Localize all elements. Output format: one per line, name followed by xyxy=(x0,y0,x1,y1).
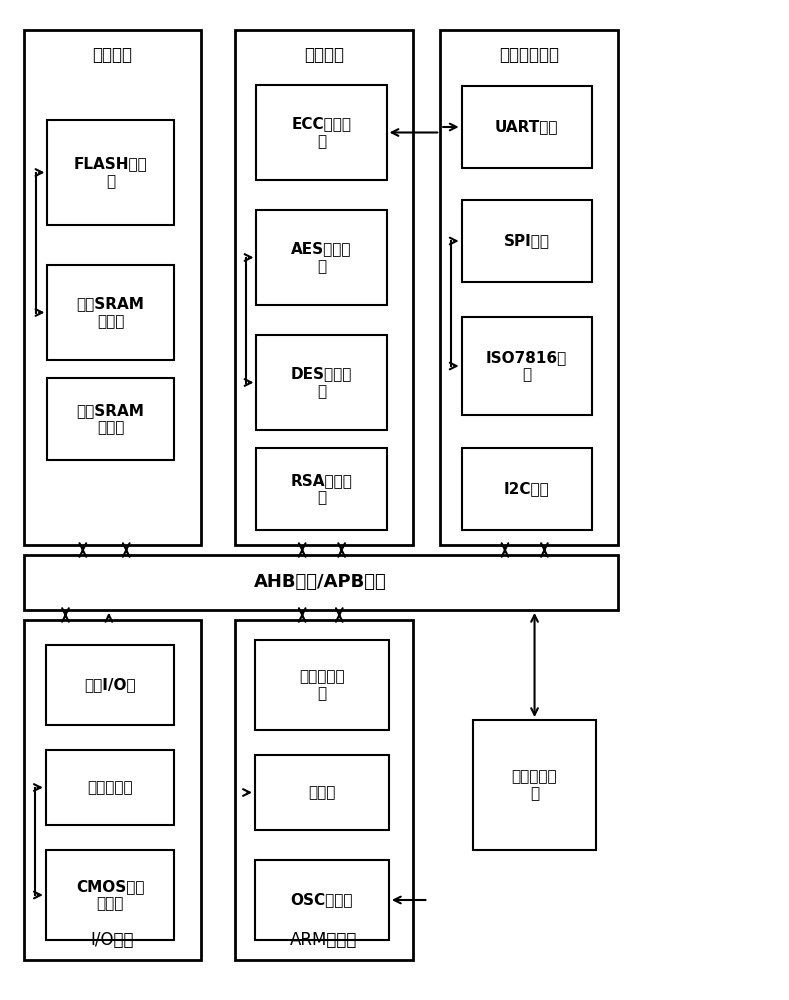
Bar xyxy=(255,640,389,730)
Bar xyxy=(473,720,596,850)
Text: 第一SRAM
存储器: 第一SRAM 存储器 xyxy=(77,296,144,329)
Bar xyxy=(462,448,592,530)
Text: RSA加密电
路: RSA加密电 路 xyxy=(290,473,353,505)
Text: ECC加密电
路: ECC加密电 路 xyxy=(291,116,352,149)
Bar xyxy=(440,30,618,545)
Bar xyxy=(255,755,389,830)
Bar xyxy=(24,30,201,545)
Text: 总线接口模块: 总线接口模块 xyxy=(499,46,559,64)
Text: SPI接口: SPI接口 xyxy=(503,233,550,248)
Bar xyxy=(24,620,201,960)
Text: 存储模块: 存储模块 xyxy=(92,46,133,64)
Text: AHB总线/APB总线: AHB总线/APB总线 xyxy=(254,573,387,591)
Text: 安全模块: 安全模块 xyxy=(304,46,344,64)
Text: 定时器接口: 定时器接口 xyxy=(88,780,133,795)
Bar xyxy=(462,200,592,282)
Bar xyxy=(256,210,387,305)
Bar xyxy=(235,620,413,960)
Bar xyxy=(46,750,174,825)
Text: ARM核模块: ARM核模块 xyxy=(290,931,357,949)
Bar xyxy=(256,85,387,180)
Bar xyxy=(46,850,174,940)
Bar xyxy=(255,860,389,940)
Bar xyxy=(24,555,618,610)
Text: 第二SRAM
存储器: 第二SRAM 存储器 xyxy=(77,403,144,435)
Bar xyxy=(462,86,592,168)
Bar xyxy=(462,317,592,415)
Text: 上电复位电
路: 上电复位电 路 xyxy=(299,669,345,701)
Bar xyxy=(46,645,174,725)
Text: I2C接口: I2C接口 xyxy=(504,482,549,496)
Bar xyxy=(47,378,174,460)
Text: I/O模块: I/O模块 xyxy=(91,931,134,949)
Text: FLASH存储
器: FLASH存储 器 xyxy=(73,156,148,189)
Text: OSC振荡器: OSC振荡器 xyxy=(290,892,353,908)
Text: AES加密电
路: AES加密电 路 xyxy=(291,241,352,274)
Bar xyxy=(256,448,387,530)
Text: 图像处理模
块: 图像处理模 块 xyxy=(512,769,557,801)
Text: UART接口: UART接口 xyxy=(495,119,559,134)
Bar xyxy=(47,265,174,360)
Text: 通用I/O口: 通用I/O口 xyxy=(84,678,136,692)
Bar xyxy=(256,335,387,430)
Text: DES加密电
路: DES加密电 路 xyxy=(291,366,352,399)
Bar xyxy=(47,120,174,225)
Bar xyxy=(235,30,413,545)
Text: CMOS传感
器接口: CMOS传感 器接口 xyxy=(76,879,144,911)
Text: ISO7816接
口: ISO7816接 口 xyxy=(486,350,567,382)
Text: 锁相环: 锁相环 xyxy=(308,785,335,800)
